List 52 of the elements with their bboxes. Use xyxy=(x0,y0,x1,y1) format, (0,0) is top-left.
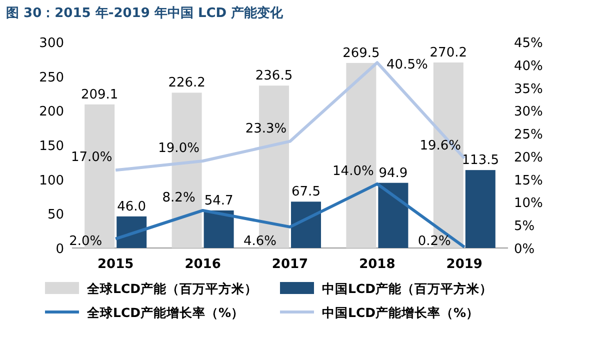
y2-tick-label: 20% xyxy=(514,150,543,166)
x-tick-label: 2017 xyxy=(272,257,308,272)
y2-tick-label: 45% xyxy=(514,36,543,51)
y-tick-label: 0 xyxy=(56,242,64,257)
data-label: 14.0% xyxy=(332,164,374,179)
data-label: 19.6% xyxy=(420,138,462,154)
bar xyxy=(204,210,234,248)
data-label: 17.0% xyxy=(70,150,112,166)
legend-label: 全球LCD产能（百万平方米） xyxy=(86,281,258,296)
legend-label: 全球LCD产能增长率（%） xyxy=(86,305,244,320)
data-label: 270.2 xyxy=(430,45,468,60)
x-tick-label: 2016 xyxy=(184,257,221,272)
data-label: 23.3% xyxy=(245,121,287,136)
data-label: 8.2% xyxy=(162,190,196,206)
data-label: 94.9 xyxy=(378,166,408,181)
data-label: 113.5 xyxy=(462,153,500,168)
y2-tick-label: 5% xyxy=(514,219,535,234)
data-label: 54.7 xyxy=(204,193,234,208)
y2-tick-label: 0% xyxy=(514,242,535,257)
x-tick-label: 2019 xyxy=(446,257,482,272)
bar xyxy=(465,170,496,248)
y-tick-label: 150 xyxy=(39,139,64,154)
legend-label: 中国LCD产能（百万平方米） xyxy=(322,281,493,296)
y2-tick-label: 40% xyxy=(514,58,543,74)
x-tick-label: 2018 xyxy=(359,257,396,272)
data-label: 46.0 xyxy=(117,199,146,214)
data-label: 40.5% xyxy=(386,58,428,73)
y-tick-label: 200 xyxy=(39,104,64,120)
data-label: 4.6% xyxy=(243,234,277,249)
line-series xyxy=(114,182,466,249)
x-tick-label: 2015 xyxy=(98,257,134,272)
data-label: 19.0% xyxy=(158,141,200,156)
data-label: 236.5 xyxy=(255,68,293,84)
data-label: 226.2 xyxy=(168,76,206,91)
legend-label: 中国LCD产能增长率（%） xyxy=(322,305,480,320)
y-tick-label: 250 xyxy=(39,70,64,86)
data-label: 269.5 xyxy=(342,46,380,61)
chart-title: 图 30：2015 年-2019 年中国 LCD 产能变化 xyxy=(6,5,284,21)
y2-tick-label: 25% xyxy=(514,128,543,143)
data-label: 209.1 xyxy=(80,87,118,102)
y-tick-label: 300 xyxy=(39,36,64,51)
bar xyxy=(378,182,408,248)
y-tick-label: 50 xyxy=(47,208,64,223)
data-label: 0.2% xyxy=(418,234,451,249)
y2-tick-label: 35% xyxy=(514,82,543,97)
data-label: 2.0% xyxy=(69,234,102,249)
data-label: 67.5 xyxy=(292,184,320,200)
y2-tick-label: 15% xyxy=(514,173,543,188)
y-tick-label: 100 xyxy=(39,173,64,188)
bar xyxy=(291,202,321,248)
y2-tick-label: 30% xyxy=(514,104,543,120)
y2-tick-label: 10% xyxy=(514,196,543,212)
